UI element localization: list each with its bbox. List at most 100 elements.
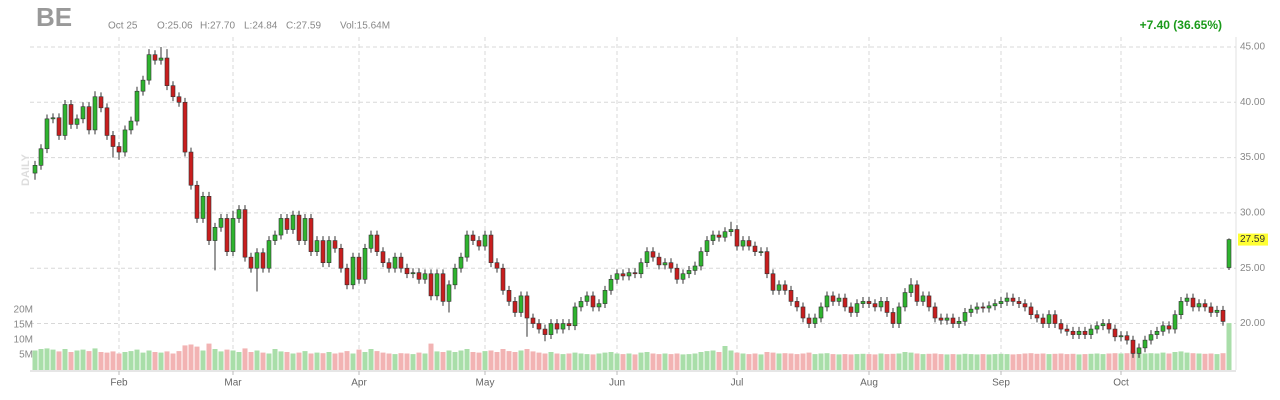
candle-body — [440, 273, 446, 302]
candle-body — [350, 256, 356, 286]
volume-bar — [1070, 353, 1076, 370]
volume-bar — [986, 354, 992, 370]
candle-body — [746, 240, 752, 247]
candle-body — [80, 106, 86, 120]
candle-body — [32, 165, 38, 174]
volume-bar — [314, 352, 320, 370]
volume-bar — [428, 343, 434, 370]
candle-body — [962, 312, 968, 322]
volume-bar — [458, 350, 464, 370]
volume-bar — [344, 351, 350, 370]
volume-bar — [164, 351, 170, 370]
candle-body — [446, 284, 452, 302]
volume-bar — [1220, 353, 1226, 370]
volume-bar — [1142, 353, 1148, 370]
y-tick-label: 30.00 — [1240, 208, 1265, 219]
x-tick-label: May — [476, 378, 495, 389]
volume-bar — [704, 351, 710, 370]
candle-body — [338, 248, 344, 269]
volume-bar — [824, 353, 830, 370]
volume-bar — [872, 354, 878, 370]
volume-bar — [332, 353, 338, 370]
candle-body — [218, 218, 224, 228]
volume-bar — [134, 349, 140, 370]
candle-body — [764, 251, 770, 275]
volume-bar — [650, 353, 656, 370]
volume-bar — [188, 344, 194, 370]
volume-bar — [842, 354, 848, 370]
candle-body — [632, 272, 638, 275]
candle-body — [344, 267, 350, 286]
volume-bar — [110, 351, 116, 370]
candle-body — [644, 251, 650, 263]
candle-body — [1136, 347, 1142, 354]
volume-bar — [644, 352, 650, 370]
candle-body — [674, 267, 680, 280]
volume-bar — [152, 352, 158, 370]
candle-body — [110, 135, 116, 147]
candle-body — [1166, 325, 1172, 330]
candle-body — [386, 262, 392, 269]
candle-body — [1220, 309, 1226, 322]
candle-body — [398, 256, 404, 269]
volume-bar — [1082, 354, 1088, 370]
volume-bar — [236, 352, 242, 370]
candle-body — [434, 273, 440, 297]
volume-bar — [386, 353, 392, 370]
last-price-tag — [1238, 233, 1268, 246]
volume-bar — [788, 353, 794, 370]
volume-bar — [914, 353, 920, 370]
volume-bar — [380, 352, 386, 370]
volume-bar — [1202, 353, 1208, 370]
volume-bar — [146, 350, 152, 370]
volume-bar — [596, 353, 602, 370]
candle-body — [542, 328, 548, 335]
volume-bar — [572, 352, 578, 370]
candle-body — [206, 196, 212, 241]
candle-body — [1160, 325, 1166, 332]
volume-bar — [494, 352, 500, 370]
y-tick-label: 40.00 — [1240, 97, 1265, 108]
volume-bar — [554, 353, 560, 370]
candle-body — [1070, 330, 1076, 335]
volume-bar — [1076, 354, 1082, 370]
volume-bar — [1040, 353, 1046, 370]
candle-body — [590, 295, 596, 308]
candle-body — [794, 301, 800, 308]
candle-body — [998, 301, 1004, 304]
candle-body — [1064, 328, 1070, 332]
volume-bar — [1208, 353, 1214, 370]
candle-body — [128, 120, 134, 131]
volume-bar — [1196, 353, 1202, 370]
last-price-label: 27.59 — [1240, 234, 1265, 245]
candle-body — [848, 306, 854, 313]
candle-body — [44, 118, 50, 150]
volume-bar — [968, 354, 974, 370]
candle-body — [536, 323, 542, 330]
candle-body — [1124, 335, 1130, 341]
candle-body — [1004, 297, 1010, 302]
volume-bar — [530, 351, 536, 370]
volume-bar — [812, 354, 818, 370]
volume-bar — [440, 352, 446, 370]
candle-body — [788, 290, 794, 302]
candle-body — [188, 151, 194, 186]
volume-bar — [290, 353, 296, 370]
candle-body — [320, 240, 326, 263]
volume-bar — [692, 353, 698, 370]
candle-body — [956, 321, 962, 324]
candle-body — [116, 146, 122, 153]
volume-bar — [890, 353, 896, 370]
volume-bar — [944, 354, 950, 370]
candle-body — [878, 301, 884, 308]
volume-bar — [836, 354, 842, 370]
candle-body — [968, 308, 974, 313]
volume-bar — [896, 353, 902, 370]
candle-body — [260, 252, 266, 269]
volume-bar — [398, 353, 404, 370]
volume-bar — [638, 352, 644, 370]
volume-bar — [1094, 353, 1100, 370]
volume-bar — [1190, 353, 1196, 370]
volume-bar — [956, 354, 962, 370]
candle-body — [416, 272, 422, 280]
